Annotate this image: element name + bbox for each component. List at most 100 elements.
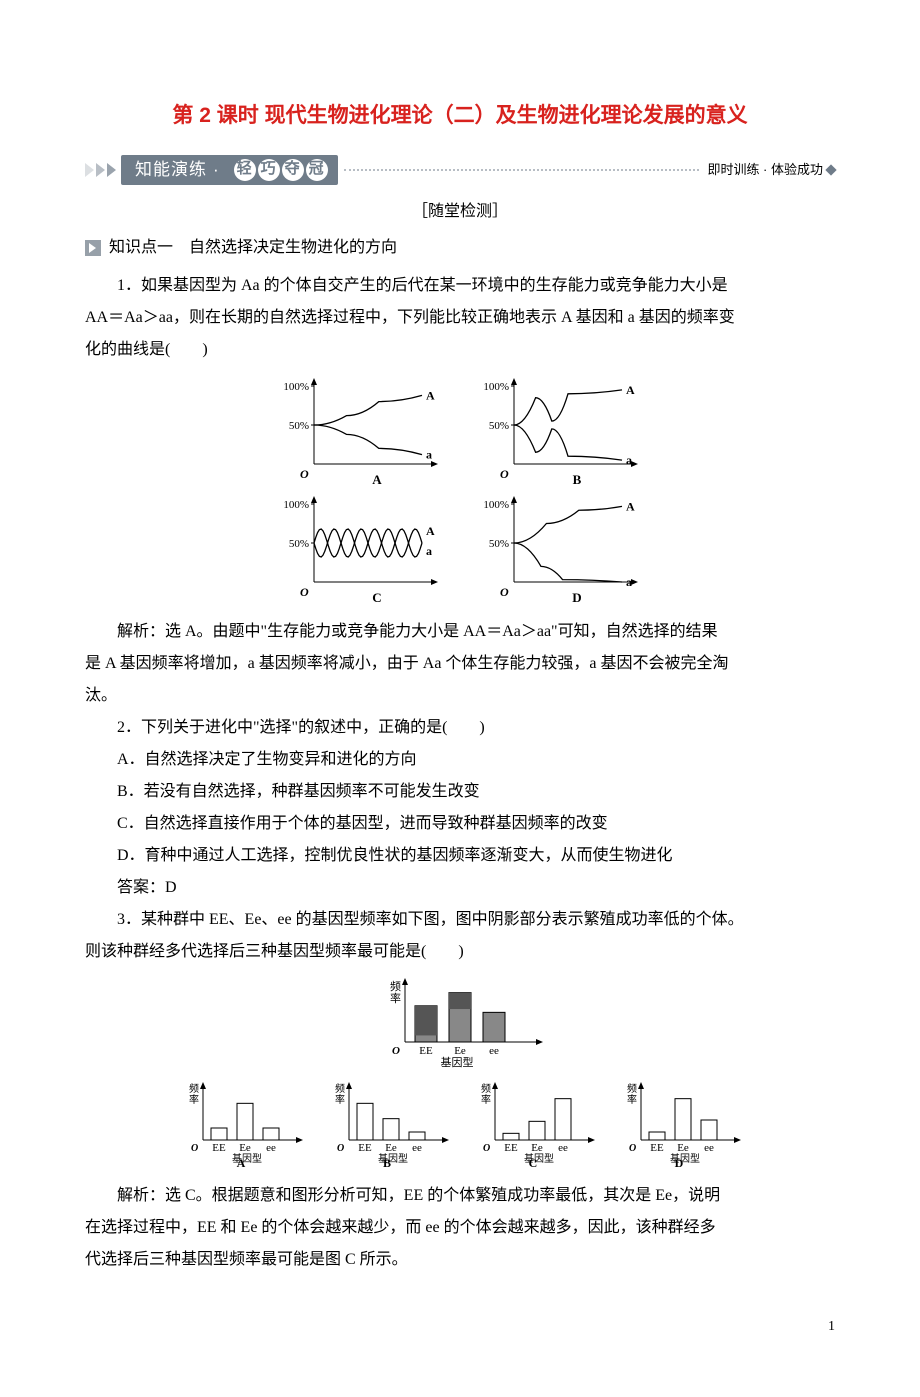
svg-text:EE: EE (504, 1142, 518, 1154)
svg-text:ee: ee (412, 1142, 422, 1154)
q2-option-d: D．育种中通过人工选择，控制优良性状的基因频率逐渐变大，从而使生物进化 (85, 840, 835, 872)
svg-text:频: 频 (627, 1082, 637, 1095)
svg-text:频: 频 (481, 1082, 491, 1095)
q2-option-b: B．若没有自然选择，种群基因频率不可能发生改变 (85, 776, 835, 808)
svg-text:A: A (237, 1156, 246, 1168)
svg-text:O: O (629, 1143, 636, 1154)
svg-text:D: D (572, 590, 581, 604)
svg-text:a: a (426, 447, 432, 461)
svg-text:A: A (372, 472, 382, 486)
q3-option-C: 频 率 EEEeee O 基因型 C (469, 1080, 597, 1168)
bubble: 冠 (306, 159, 328, 181)
svg-text:率: 率 (335, 1093, 345, 1106)
q1-stem: 1．如果基因型为 Aa 的个体自交产生的后代在某一环境中的生存能力或竞争能力大小… (85, 270, 835, 302)
banner-label: 知能演练 (135, 157, 207, 183)
q3-explanation: 代选择后三种基因型频率最可能是图 C 所示。 (85, 1244, 835, 1276)
section-banner: 知能演练 · 轻 巧 夺 冠 即时训练 · 体验成功 (85, 154, 835, 186)
q1-stem: AA＝Aa＞aa，则在长期的自然选择过程中，下列能比较正确地表示 A 基因和 a… (85, 302, 835, 334)
svg-text:O: O (483, 1143, 490, 1154)
q1-figure: 50% 100% Aa O A 50% 100% Aa O B 50% 100% Aa… (85, 376, 835, 604)
q3-options-figure: 频 率 EEEeee O 基因型 A 频 率 EEEeee O 基因型 B 频 … (85, 1080, 835, 1168)
svg-text:Ee: Ee (385, 1142, 397, 1154)
q1-stem: 化的曲线是( ) (85, 334, 835, 366)
q3-stem: 则该种群经多代选择后三种基因型频率最可能是( ) (85, 936, 835, 968)
svg-text:EE: EE (212, 1142, 226, 1154)
svg-text:ee: ee (558, 1142, 568, 1154)
q2-option-a: A．自然选择决定了生物变异和进化的方向 (85, 744, 835, 776)
svg-text:B: B (573, 472, 582, 486)
svg-text:EE: EE (650, 1142, 664, 1154)
svg-text:EE: EE (419, 1045, 433, 1057)
bubble: 轻 (234, 159, 256, 181)
svg-text:a: a (626, 575, 632, 589)
svg-text:ee: ee (489, 1045, 499, 1057)
svg-text:基因型: 基因型 (441, 1055, 474, 1068)
svg-text:50%: 50% (289, 538, 309, 550)
svg-text:a: a (426, 544, 432, 558)
bubble: 夺 (282, 159, 304, 181)
svg-text:Ee: Ee (531, 1142, 543, 1154)
q2-option-c: C．自然选择直接作用于个体的基因型，进而导致种群基因频率的改变 (85, 808, 835, 840)
q3-stem: 3．某种群中 EE、Ee、ee 的基因型频率如下图，图中阴影部分表示繁殖成功率低… (85, 904, 835, 936)
dot-sep: · (213, 157, 220, 183)
page-title: 第 2 课时 现代生物进化理论（二）及生物进化理论发展的意义 (85, 100, 835, 132)
svg-text:B: B (383, 1156, 391, 1168)
q1-explanation: 是 A 基因频率将增加，a 基因频率将减小，由于 Aa 个体生存能力较强，a 基… (85, 648, 835, 680)
play-icon (85, 240, 101, 256)
svg-text:O: O (337, 1143, 344, 1154)
svg-text:O: O (300, 585, 309, 599)
svg-text:O: O (300, 467, 309, 481)
svg-text:频: 频 (390, 979, 401, 993)
svg-text:频: 频 (189, 1082, 199, 1095)
q3-explanation: 在选择过程中，EE 和 Ee 的个体会越来越少，而 ee 的个体会越来越多，因此… (85, 1212, 835, 1244)
svg-text:O: O (392, 1045, 400, 1057)
knowledge-point-row: 知识点一 自然选择决定生物进化的方向 (85, 236, 835, 260)
q3-option-D: 频 率 EEEeee O 基因型 D (615, 1080, 743, 1168)
svg-text:率: 率 (390, 991, 401, 1005)
svg-text:A: A (626, 382, 635, 396)
svg-text:率: 率 (481, 1093, 491, 1106)
chart-panel-A: 50% 100% Aa O A (280, 376, 440, 486)
svg-text:50%: 50% (489, 538, 509, 550)
q3-explanation: 解析：选 C。根据题意和图形分析可知，EE 的个体繁殖成功率最低，其次是 Ee，… (85, 1180, 835, 1212)
svg-text:50%: 50% (489, 420, 509, 432)
svg-text:100%: 100% (483, 499, 509, 511)
dotted-rule (344, 169, 700, 171)
svg-text:100%: 100% (283, 381, 309, 393)
svg-text:100%: 100% (283, 499, 309, 511)
svg-text:O: O (500, 585, 509, 599)
svg-text:O: O (191, 1143, 198, 1154)
chevron-icon (85, 163, 121, 177)
chart-panel-D: 50% 100% Aa O D (480, 494, 640, 604)
svg-text:50%: 50% (289, 420, 309, 432)
svg-text:率: 率 (627, 1093, 637, 1106)
svg-text:Ee: Ee (239, 1142, 251, 1154)
banner-right-text: 即时训练 · 体验成功 (707, 160, 835, 180)
chart-panel-B: 50%100% Aa O B (480, 376, 640, 486)
page-number: 1 (85, 1316, 835, 1337)
bubble: 巧 (258, 159, 280, 181)
q1-explanation: 汰。 (85, 680, 835, 712)
svg-text:A: A (626, 499, 635, 513)
svg-text:100%: 100% (483, 381, 509, 393)
svg-text:率: 率 (189, 1093, 199, 1106)
banner-body: 知能演练 · 轻 巧 夺 冠 (121, 155, 338, 185)
svg-text:A: A (426, 524, 435, 538)
svg-text:C: C (372, 590, 381, 604)
svg-text:A: A (426, 388, 435, 402)
svg-text:C: C (529, 1156, 538, 1168)
svg-text:Ee: Ee (454, 1045, 466, 1057)
sub-section-marker: ［随堂检测］ (85, 200, 835, 224)
q2-answer: 答案：D (85, 872, 835, 904)
kp-label: 知识点一 自然选择决定生物进化的方向 (109, 236, 397, 260)
svg-text:a: a (626, 453, 632, 467)
q3-top-chart: 频 率 EE Ee ee O 基因型 (375, 978, 545, 1068)
q3-top-figure: 频 率 EE Ee ee O 基因型 (85, 978, 835, 1068)
svg-text:Ee: Ee (677, 1142, 689, 1154)
svg-text:频: 频 (335, 1082, 345, 1095)
banner-bubbles: 轻 巧 夺 冠 (234, 159, 328, 181)
svg-text:ee: ee (266, 1142, 276, 1154)
svg-text:EE: EE (358, 1142, 372, 1154)
q3-option-B: 频 率 EEEeee O 基因型 B (323, 1080, 451, 1168)
svg-text:ee: ee (704, 1142, 714, 1154)
